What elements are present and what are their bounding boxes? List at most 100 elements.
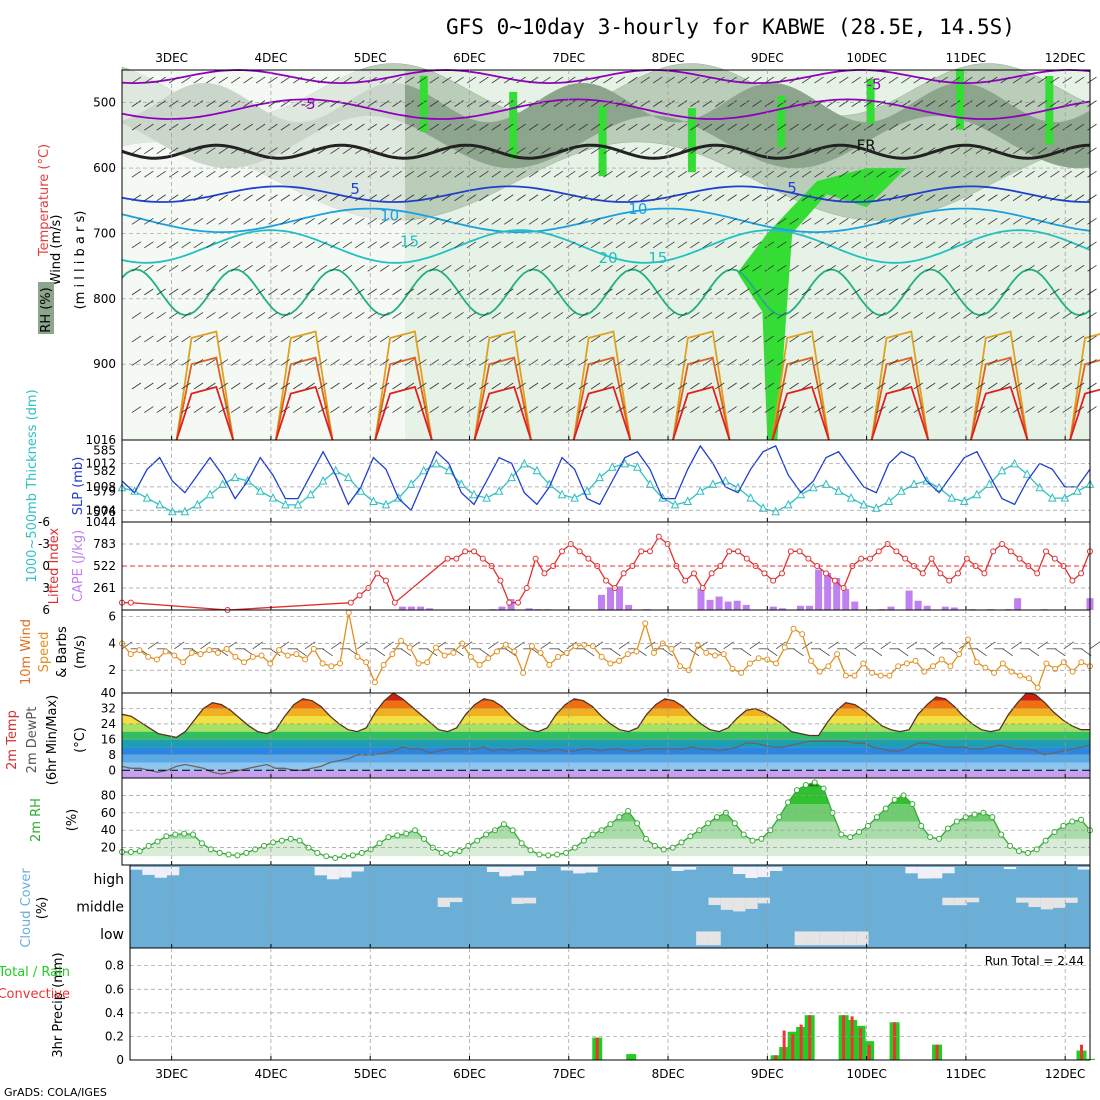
cloud-clear-middle [1016,897,1029,903]
wind-barb [330,359,340,366]
wind-barb [988,288,998,296]
rh2m-line-point [483,831,490,838]
wind-barb [764,147,775,155]
wind-barb [739,123,750,131]
cloud-clear-middle [450,897,463,903]
wind-barb [752,335,762,343]
lifted-index-line-point [444,555,451,562]
temp-contour-diurnal [672,385,731,441]
wind-barb [454,100,464,107]
wind-barb [566,170,576,178]
wind-barb [975,312,986,319]
wind-barb [330,265,340,272]
wind-barb [888,265,899,272]
wind-barb [417,335,427,343]
wind-barb [590,217,601,225]
wind-barb [714,100,725,107]
wind-barb [392,194,402,202]
wind-barb [230,76,241,84]
wind-barb [566,241,576,249]
wind-barb [255,382,266,390]
wind-speed-line-point [947,663,954,670]
wind-barb [131,147,142,155]
wind-barb [739,335,750,343]
thickness-line-point [532,465,542,475]
wind-barb-10m [540,641,551,650]
thickness-line-point [356,486,366,495]
thickness-line-point [947,492,957,502]
wind-barb [528,147,539,155]
rh2m-line-point [154,838,161,845]
label-3hr-precip: 3hr Precip (mm) [51,952,66,1057]
wind-barb [317,194,328,202]
wind-barb-10m [1089,641,1100,650]
wind-barb [466,382,477,390]
wind-barb [1012,335,1023,343]
temp-contour-diurnal [870,330,930,441]
wind-barb [640,406,650,413]
wind-barb [801,170,812,178]
wind-barb [528,265,539,272]
wind-barb [156,335,166,343]
wind-barb [230,170,241,178]
thickness-line-point [155,499,165,509]
wind-barb-10m [618,641,630,650]
wind-barb [603,265,613,272]
wind-barb [901,288,911,296]
wind-barb [777,100,787,107]
rh2m-line-point [545,852,552,859]
wind-barb [764,76,775,84]
wind-barb [528,123,539,131]
wind-speed-line-point [241,659,248,666]
cloud-clear-high [905,867,918,874]
wind-barb [851,123,861,131]
y-tick-pressure: 900 [93,357,116,371]
wind-barb [988,335,998,343]
wind-barb [131,288,142,296]
rh2m-line-point [838,831,845,838]
wind-barb [603,217,613,225]
wind-barb [590,265,601,272]
wind-barb [1050,382,1060,390]
thickness-line-point [205,489,215,499]
wind-barb [714,217,725,225]
wind-barb [901,123,911,131]
wind-barb [131,265,142,272]
chart-title: GFS 0~10day 3-hourly for KABWE (28.5E, 1… [446,15,1015,39]
wind-barb [888,406,899,413]
wind-speed-line-point [206,647,213,654]
date-label-bottom: 4DEC [255,1067,288,1081]
wind-barb [479,123,489,131]
wind-barb [206,382,216,390]
wind-barb [1062,359,1072,366]
thickness-line-point [494,486,504,495]
wind-barb [206,170,216,178]
wind-barb [404,288,415,296]
wind-barb [168,147,179,155]
wind-barb [640,123,650,131]
label-cloud-cover: Cloud Cover [19,868,34,948]
wind-barb [243,382,253,390]
label-wind: Wind (m/s) [49,215,64,286]
wind-barb [727,100,737,107]
wind-barb [429,194,439,202]
thickness-line-point [897,486,906,495]
wind-barb [851,100,861,107]
wind-speed-line-point [467,653,474,660]
wind-barb-10m [296,648,307,657]
y-tick-precip: 0.6 [105,982,124,996]
rh2m-line-point [349,852,356,859]
wind-barb [206,265,216,272]
wind-barb [355,217,365,225]
wind-barb [603,170,613,178]
temp-contour-diurnal [374,330,433,441]
wind-barb-10m [871,648,883,657]
thickness-line-point [633,462,642,471]
rh2m-line-point [1051,828,1058,835]
thickness-line-point [972,489,982,499]
rh2m-line-point [971,811,978,818]
wind-barb [144,288,154,296]
wind-barb [491,288,502,296]
wind-barb [491,170,502,178]
thickness-line-point [180,506,190,516]
